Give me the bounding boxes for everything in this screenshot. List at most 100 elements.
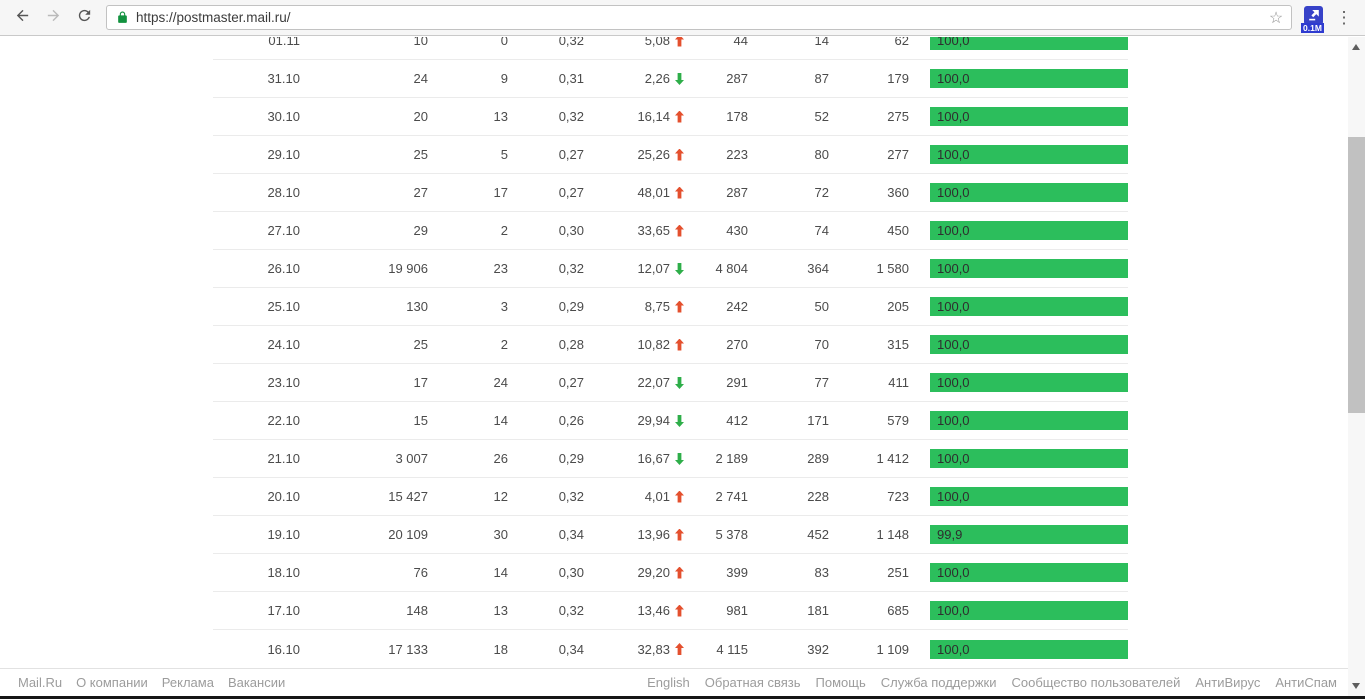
change-value: 16,67 (637, 451, 670, 466)
scrollbar-up-icon[interactable] (1352, 44, 1360, 50)
change-cell: 16,67 (584, 451, 684, 466)
value-cell-4: 44 (733, 37, 748, 48)
table-row: 26.10 19 906 23 0,32 12,07 4 804 364 1 5… (213, 250, 1128, 288)
rate-bar-cell: 100,0 (930, 69, 1128, 88)
forward-button[interactable] (39, 4, 67, 32)
percent-bar: 100,0 (930, 221, 1128, 240)
footer-link[interactable]: АнтиСпам (1275, 675, 1337, 690)
change-value: 48,01 (637, 185, 670, 200)
footer-link[interactable]: Вакансии (227, 675, 286, 690)
value-cell-5: 52 (814, 109, 829, 124)
date-cell: 19.10 (267, 527, 300, 542)
change-cell: 10,82 (584, 337, 684, 352)
trend-arrow-icon (675, 224, 684, 237)
percent-bar-label: 100,0 (937, 109, 970, 124)
value-cell-2: 23 (493, 261, 508, 276)
date-cell: 30.10 (267, 109, 300, 124)
footer-link[interactable]: АнтиВирус (1195, 675, 1261, 690)
value-cell-6: 360 (887, 185, 909, 200)
footer-link[interactable]: English (647, 675, 690, 690)
footer-link[interactable]: Реклама (161, 675, 214, 690)
date-cell: 27.10 (267, 223, 300, 238)
trend-arrow-icon (675, 643, 684, 655)
change-value: 13,96 (637, 527, 670, 542)
percent-bar-label: 100,0 (937, 641, 970, 657)
change-value: 32,83 (637, 641, 670, 657)
value-cell-3: 0,31 (558, 71, 584, 86)
footer-links-left: Mail.Ru О компании Реклама Вакансии (18, 675, 299, 690)
rate-bar-cell: 100,0 (930, 221, 1128, 240)
rate-bar-cell: 100,0 (930, 487, 1128, 506)
change-cell: 13,46 (584, 603, 684, 618)
trend-arrow-icon (675, 37, 684, 47)
bookmark-star-icon[interactable]: ☆ (1268, 9, 1284, 27)
rate-bar-cell: 100,0 (930, 639, 1128, 659)
table-row: 20.10 15 427 12 0,32 4,01 2 741 228 723 … (213, 478, 1128, 516)
value-cell-1: 17 (413, 375, 428, 390)
value-cell-5: 289 (807, 451, 829, 466)
trend-arrow-icon (675, 528, 684, 541)
percent-bar: 100,0 (930, 601, 1128, 620)
change-cell: 2,26 (584, 71, 684, 86)
value-cell-1: 3 007 (395, 451, 428, 466)
trend-arrow-icon (675, 453, 684, 465)
footer-link[interactable]: Помощь (815, 675, 866, 690)
value-cell-2: 0 (500, 37, 508, 48)
value-cell-6: 277 (887, 147, 909, 162)
value-cell-4: 242 (726, 299, 748, 314)
value-cell-5: 87 (814, 71, 829, 86)
change-cell: 29,20 (584, 565, 684, 580)
value-cell-5: 181 (807, 603, 829, 618)
extension-button[interactable]: 0.1M (1301, 0, 1327, 36)
date-cell: 18.10 (267, 565, 300, 580)
address-bar[interactable]: https://postmaster.mail.ru/ ☆ (106, 5, 1292, 30)
percent-bar: 100,0 (930, 449, 1128, 468)
rate-bar-cell: 100,0 (930, 601, 1128, 620)
table-row: 27.10 29 2 0,30 33,65 430 74 450 100,0 (213, 212, 1128, 250)
percent-bar-label: 100,0 (937, 375, 970, 390)
change-value: 16,14 (637, 109, 670, 124)
change-cell: 29,94 (584, 413, 684, 428)
rate-bar-cell: 100,0 (930, 37, 1128, 50)
scrollbar-thumb[interactable] (1348, 137, 1365, 413)
change-cell: 33,65 (584, 223, 684, 238)
value-cell-1: 17 133 (388, 641, 428, 657)
vertical-scrollbar[interactable] (1348, 37, 1365, 696)
change-value: 13,46 (637, 603, 670, 618)
value-cell-3: 0,32 (558, 109, 584, 124)
change-cell: 4,01 (584, 489, 684, 504)
value-cell-2: 30 (493, 527, 508, 542)
table-row: 19.10 20 109 30 0,34 13,96 5 378 452 1 1… (213, 516, 1128, 554)
reload-button[interactable] (70, 4, 98, 32)
value-cell-5: 171 (807, 413, 829, 428)
back-button[interactable] (8, 4, 36, 32)
value-cell-6: 723 (887, 489, 909, 504)
rate-bar-cell: 100,0 (930, 411, 1128, 430)
value-cell-1: 130 (406, 299, 428, 314)
value-cell-3: 0,32 (558, 603, 584, 618)
value-cell-5: 72 (814, 185, 829, 200)
bottom-edge-strip (0, 696, 1365, 699)
value-cell-1: 20 109 (388, 527, 428, 542)
footer-link[interactable]: Mail.Ru (18, 675, 63, 690)
value-cell-6: 1 580 (876, 261, 909, 276)
value-cell-1: 15 (413, 413, 428, 428)
url-text[interactable]: https://postmaster.mail.ru/ (136, 10, 291, 25)
value-cell-2: 17 (493, 185, 508, 200)
value-cell-4: 287 (726, 71, 748, 86)
value-cell-6: 205 (887, 299, 909, 314)
date-cell: 16.10 (267, 641, 300, 657)
value-cell-1: 148 (406, 603, 428, 618)
footer-link[interactable]: Сообщество пользователей (1011, 675, 1181, 690)
menu-button[interactable]: ⋮ (1331, 4, 1357, 32)
extension-badge: 0.1M (1301, 22, 1324, 33)
footer-link[interactable]: О компании (76, 675, 148, 690)
change-value: 25,26 (637, 147, 670, 162)
value-cell-5: 50 (814, 299, 829, 314)
percent-bar-label: 100,0 (937, 261, 970, 276)
value-cell-3: 0,27 (558, 375, 584, 390)
footer-link[interactable]: Служба поддержки (880, 675, 997, 690)
scrollbar-down-icon[interactable] (1352, 683, 1360, 689)
footer-link[interactable]: Обратная связь (704, 675, 801, 690)
value-cell-4: 4 804 (715, 261, 748, 276)
